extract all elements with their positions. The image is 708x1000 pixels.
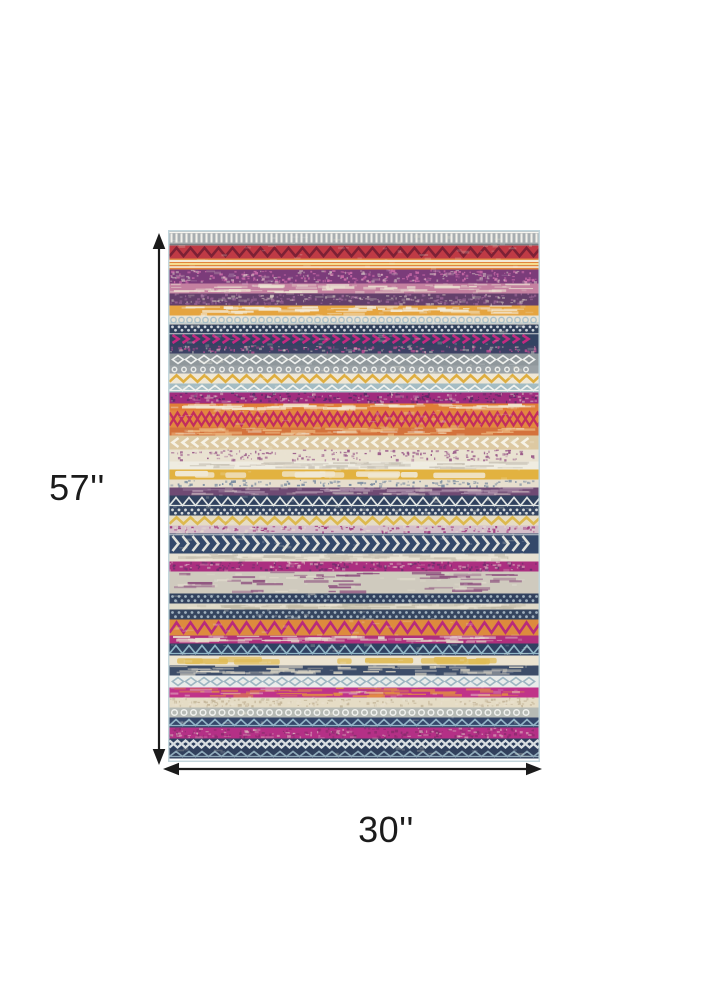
rug-stripe [169, 717, 539, 728]
rug-stripe [169, 571, 539, 594]
rug-stripe [169, 553, 539, 562]
rug-stripe [169, 707, 539, 718]
rug-stripe [169, 293, 539, 306]
rug-stripe [169, 461, 539, 470]
rug-stripe [169, 324, 539, 333]
rug-stripe [169, 561, 539, 572]
rug-stripe [169, 435, 539, 450]
rug-stripe [169, 353, 539, 366]
arrowhead-left-icon [163, 762, 179, 776]
arrowhead-down-icon [152, 749, 166, 765]
rug-stripe [169, 305, 539, 316]
rug-stripe [169, 269, 539, 284]
rug-stripe [169, 609, 539, 620]
rug-stripe [169, 738, 539, 750]
rug-stripe [169, 533, 539, 554]
rug-stripe [169, 449, 539, 463]
rug-stripe [169, 245, 539, 259]
rug-image [168, 230, 540, 762]
rug-stripe [169, 332, 539, 346]
vertical-arrow [152, 233, 166, 765]
arrowhead-right-icon [526, 762, 542, 776]
rug-stripe [169, 373, 539, 384]
rug-stripe [169, 603, 539, 610]
rug-stripe [169, 487, 539, 496]
rug-stripe [169, 697, 539, 708]
rug-edge-binding [168, 230, 540, 762]
rug-stripe [169, 345, 539, 355]
rug-stripe [169, 365, 539, 374]
width-dimension-label: 30'' [358, 809, 414, 850]
rug-stripe [169, 258, 539, 270]
rug-stripe [169, 687, 539, 698]
rug-stripe [169, 392, 539, 405]
rug-stripe [169, 593, 539, 604]
rug-stripe [169, 515, 539, 526]
rug-stripes [169, 231, 539, 759]
rug-stripe [169, 427, 539, 436]
horizontal-arrow [163, 762, 542, 776]
arrowhead-up-icon [152, 233, 166, 249]
rug-stripe [169, 655, 539, 666]
rug-stripe [169, 283, 539, 294]
rug-stripe [169, 495, 539, 508]
rug-stripe [169, 635, 539, 644]
rug-stripe [169, 749, 539, 759]
rug-stripe [169, 507, 539, 516]
rug-stripe [169, 619, 539, 636]
rug-stripe [169, 315, 539, 325]
rug-stripe [169, 410, 539, 428]
rug-stripe [169, 403, 539, 411]
rug-stripe [169, 643, 539, 656]
rug-stripe [169, 727, 539, 739]
rug-stripe [169, 525, 539, 535]
rug-stripe [169, 469, 539, 480]
rug-distress-overlay [170, 232, 536, 757]
height-dimension-label: 57'' [49, 467, 105, 508]
rug-stripe [169, 675, 539, 688]
rug-stripe [169, 383, 539, 393]
rug-stripe [169, 231, 539, 246]
rug-stripe [169, 665, 539, 676]
rug-stripe [169, 479, 539, 489]
